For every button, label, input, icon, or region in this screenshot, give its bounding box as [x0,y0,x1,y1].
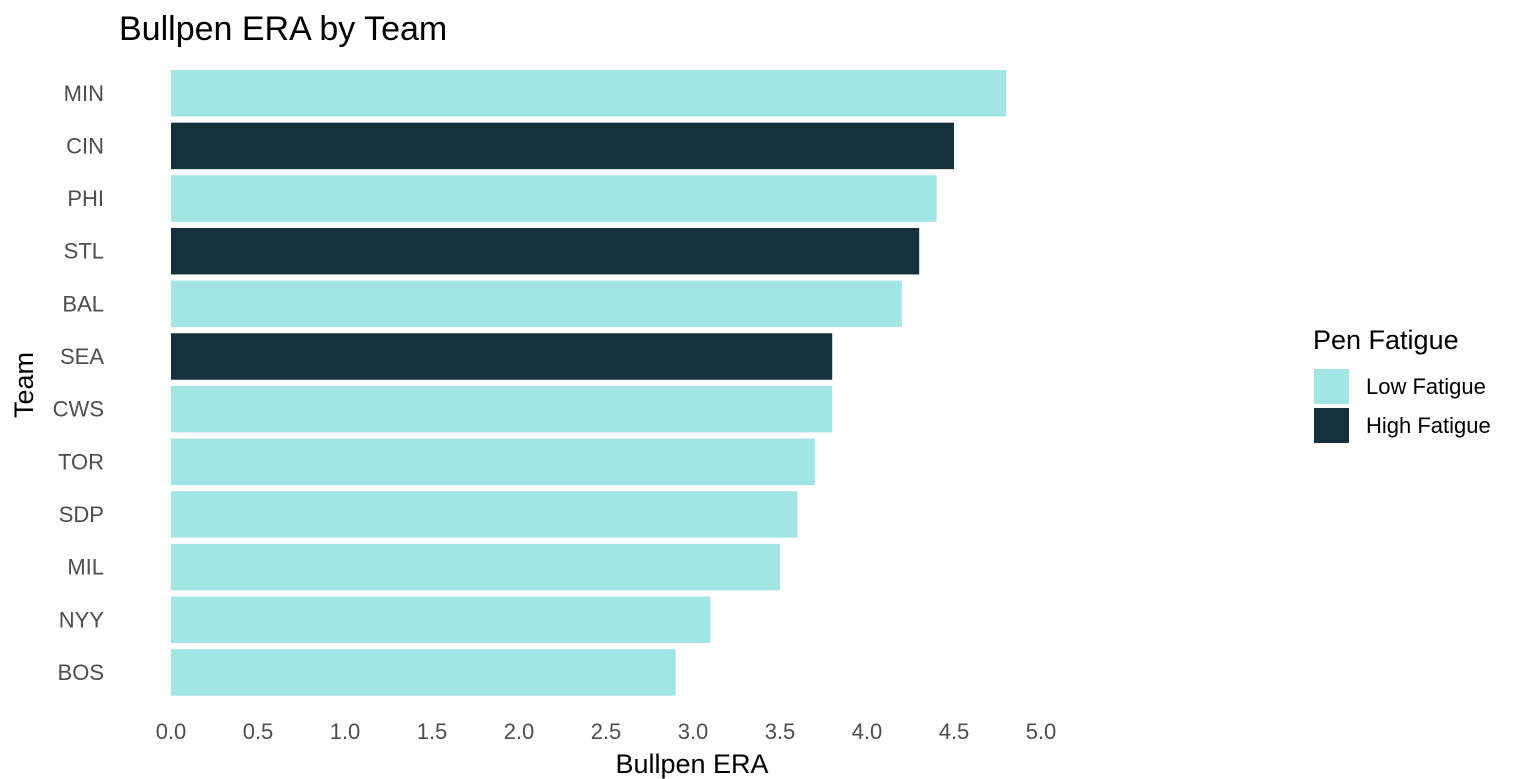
x-tick-label: 3.5 [765,719,796,744]
x-tick-label: 5.0 [1026,719,1057,744]
bar-nyy [171,596,711,643]
bar-sdp [171,491,798,538]
y-tick-label: CIN [66,133,104,158]
legend-label: High Fatigue [1366,413,1491,438]
bar-min [171,70,1007,117]
y-tick-label: TOR [58,449,104,474]
x-tick-label: 3.0 [678,719,709,744]
x-tick-label: 0.0 [156,719,187,744]
bar-stl [171,227,920,275]
legend-key [1314,408,1349,443]
x-axis-title: Bullpen ERA [615,749,768,779]
y-tick-label: PHI [67,186,104,211]
x-tick-label: 1.5 [417,719,448,744]
y-tick-label: SDP [59,502,104,527]
x-tick-label: 2.5 [591,719,622,744]
bar-mil [171,543,780,591]
x-tick-label: 4.5 [939,719,970,744]
y-tick-label: BOS [58,660,104,685]
bar-cws [171,385,833,433]
bar-cin [171,122,954,170]
x-tick-labels: 0.0 0.5 1.0 1.5 2.0 2.5 3.0 3.5 4.0 4.5 5.0 [156,719,1057,744]
bar-sea [171,333,833,380]
y-tick-label: BAL [62,291,104,316]
x-tick-label: 1.0 [330,719,361,744]
legend-key [1314,369,1349,404]
y-axis-title: Team [9,352,39,418]
y-tick-label: MIN [64,81,104,106]
legend-title: Pen Fatigue [1313,325,1459,355]
bar-tor [171,438,815,486]
y-tick-label: MIL [67,555,104,580]
bar-bos [171,649,676,696]
x-tick-label: 4.0 [852,719,883,744]
legend: Pen Fatigue Low Fatigue High Fatigue [1313,325,1491,443]
y-tick-label: CWS [53,397,104,422]
bar-phi [171,175,937,222]
x-tick-label: 2.0 [504,719,535,744]
y-tick-labels: MIN CIN PHI STL BAL SEA CWS TOR SDP MIL NYY BOS [53,81,105,685]
bars [171,70,1007,696]
chart-title: Bullpen ERA by Team [119,10,447,48]
legend-label: Low Fatigue [1366,374,1486,399]
bar-bal [171,280,902,328]
x-tick-label: 0.5 [243,719,274,744]
y-tick-label: NYY [59,607,105,632]
y-tick-label: STL [64,239,104,264]
y-tick-label: SEA [60,344,104,369]
